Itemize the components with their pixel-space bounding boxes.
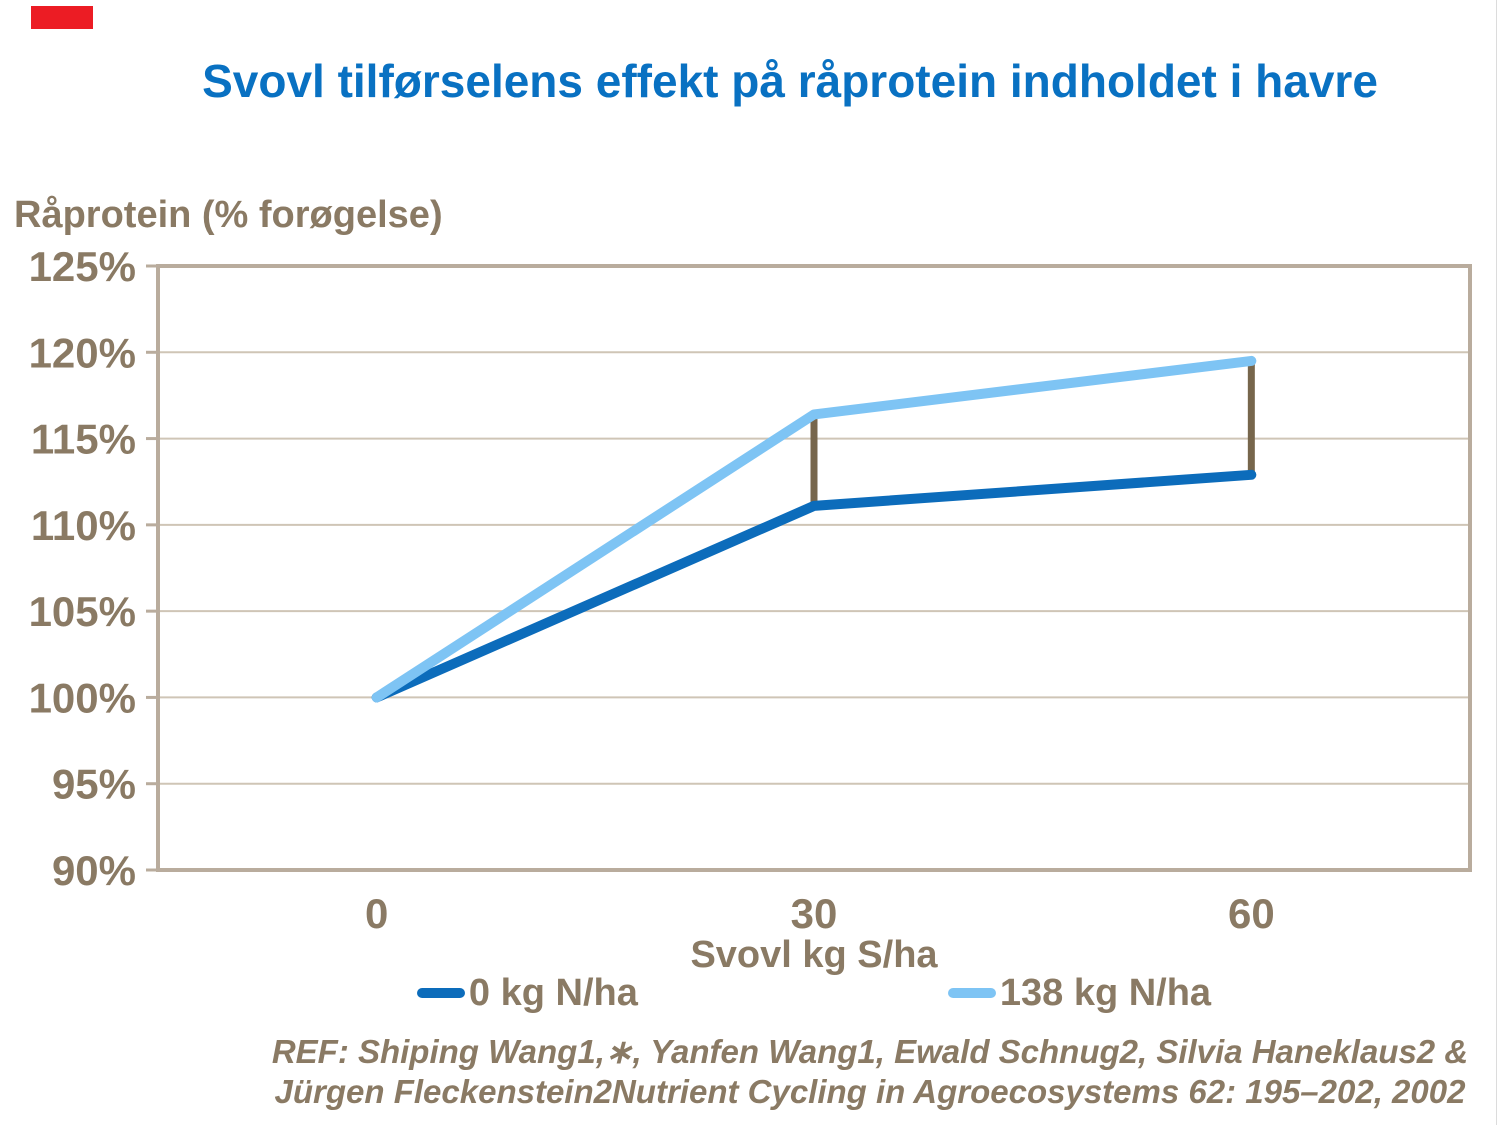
legend-label-0-kg-n-ha: 0 kg N/ha bbox=[468, 971, 638, 1014]
y-axis-title: Råprotein (% forøgelse) bbox=[14, 194, 443, 236]
legend-dash-dark-blue-icon bbox=[416, 988, 465, 998]
series-line-138-kg-n-ha bbox=[371, 355, 1257, 703]
chart-legend: 0 kg N/ha 138 kg N/ha bbox=[158, 970, 1470, 1016]
reference-line-2: Jürgen Fleckenstein2Nutrient Cycling in … bbox=[274, 1073, 1466, 1111]
y-tick-label: 105% bbox=[29, 588, 136, 635]
x-tick-label: 60 bbox=[1228, 890, 1275, 937]
legend-dash-light-blue-icon bbox=[947, 988, 996, 998]
y-tick-label: 120% bbox=[29, 329, 136, 376]
x-axis-title: Svovl kg S/ha bbox=[690, 934, 938, 976]
legend-label-138-kg-n-ha: 138 kg N/ha bbox=[999, 971, 1212, 1014]
legend-item-138-kg-n-ha: 138 kg N/ha bbox=[947, 971, 1212, 1015]
chart-title: Svovl tilførselens effekt på råprotein i… bbox=[202, 55, 1378, 107]
reference-line-1: REF: Shiping Wang1,∗, Yanfen Wang1, Ewal… bbox=[271, 1033, 1469, 1070]
y-tick-label: 90% bbox=[52, 847, 136, 894]
red-box-decoration bbox=[31, 6, 93, 29]
slide-right-edge-line bbox=[1496, 0, 1497, 1125]
series-line-0-kg-n-ha bbox=[371, 469, 1257, 703]
y-tick-label: 95% bbox=[52, 761, 136, 808]
y-tick-label: 115% bbox=[31, 416, 136, 463]
legend-item-0-kg-n-ha: 0 kg N/ha bbox=[416, 971, 638, 1015]
plot-frame bbox=[156, 264, 1472, 872]
reference-citation: REF: Shiping Wang1,∗, Yanfen Wang1, Ewal… bbox=[240, 1032, 1500, 1113]
x-tick-label: 0 bbox=[365, 890, 388, 937]
x-tick-label: 30 bbox=[791, 890, 838, 937]
y-tick-label: 100% bbox=[29, 674, 136, 721]
y-tick-label: 110% bbox=[31, 502, 136, 549]
y-tick-label: 125% bbox=[29, 243, 136, 290]
